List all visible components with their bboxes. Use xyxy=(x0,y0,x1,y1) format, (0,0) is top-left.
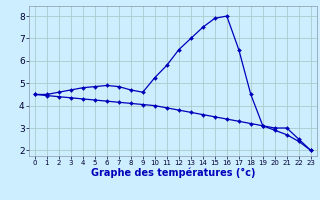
X-axis label: Graphe des températures (°c): Graphe des températures (°c) xyxy=(91,168,255,178)
